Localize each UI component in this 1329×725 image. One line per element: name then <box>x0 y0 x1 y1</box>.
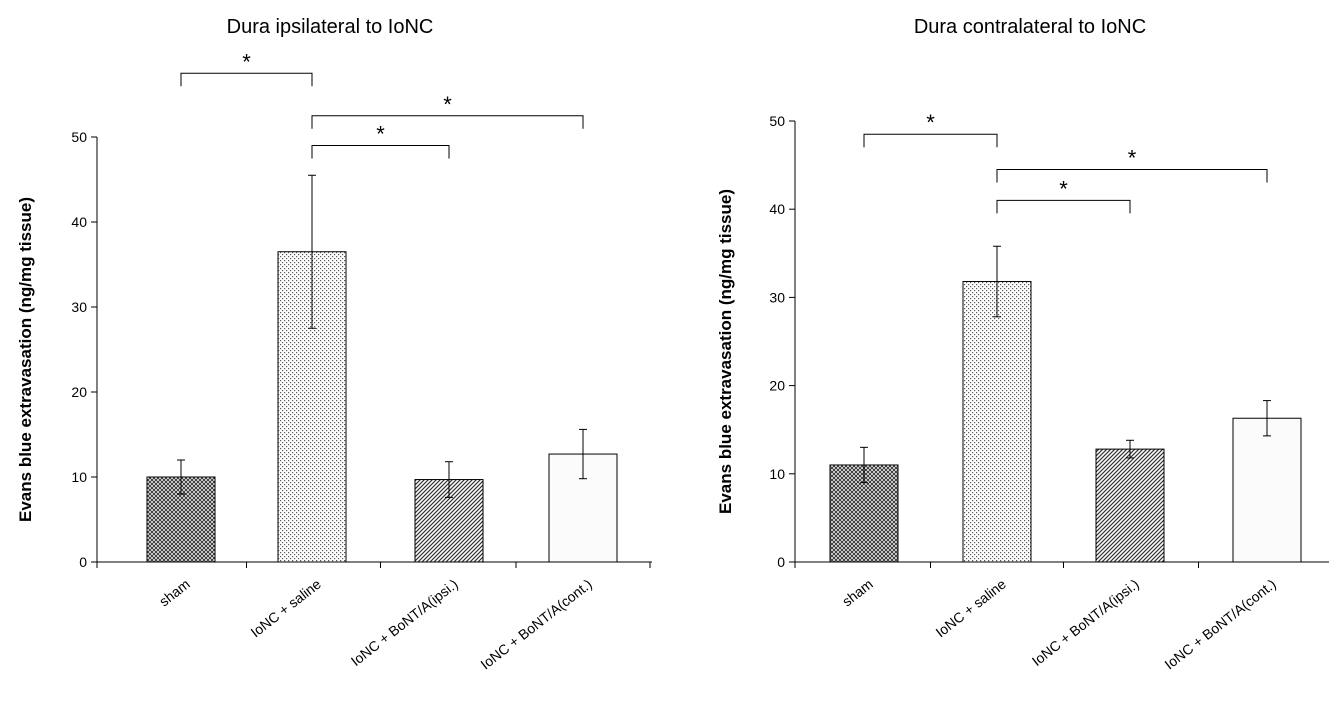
y-tick-label: 0 <box>777 554 785 570</box>
significance-star: * <box>1128 146 1137 171</box>
bar-2 <box>1095 448 1165 563</box>
chart-contralateral: Dura contralateral to IoNC Evans blue ext… <box>716 16 1329 672</box>
error-bar-0 <box>860 446 868 484</box>
error-bar-1 <box>308 174 316 329</box>
chart-ipsilateral: Dura ipsilateral to IoNC Evans blue extra… <box>16 16 652 672</box>
y-tick-label: 20 <box>769 378 785 394</box>
y-tick-label: 0 <box>79 554 87 570</box>
significance-bracket-2: * <box>311 122 450 159</box>
category-label-3: IoNC + BoNT/A(cont.) <box>1161 576 1278 673</box>
significance-bracket-1: * <box>996 146 1268 183</box>
error-bar-2 <box>1126 439 1134 459</box>
significance-star: * <box>926 110 935 135</box>
y-axis-label: Evans blue extravasation (ng/mg tissue) <box>716 189 735 514</box>
significance-bracket-0: * <box>180 49 313 87</box>
significance-bracket-1: * <box>311 92 584 129</box>
category-label-1: IoNC + saline <box>932 576 1009 641</box>
y-tick-label: 10 <box>71 469 87 485</box>
significance-bracket-0: * <box>863 110 998 148</box>
category-label-1: IoNC + saline <box>247 576 324 641</box>
significance-star: * <box>376 122 385 147</box>
bar-1 <box>962 281 1032 563</box>
category-label-3: IoNC + BoNT/A(cont.) <box>477 576 594 673</box>
bar-3 <box>1232 417 1302 563</box>
y-tick-label: 40 <box>769 201 785 217</box>
y-tick-label: 10 <box>769 466 785 482</box>
chart-title: Dura contralateral to IoNC <box>914 16 1146 38</box>
significance-star: * <box>242 49 251 74</box>
error-bar-3 <box>579 428 587 480</box>
y-tick-label: 20 <box>71 384 87 400</box>
y-tick-label: 50 <box>71 129 87 145</box>
category-label-2: IoNC + BoNT/A(ipsi.) <box>348 576 461 669</box>
y-tick-label: 50 <box>769 113 785 129</box>
significance-bracket-2: * <box>996 176 1131 214</box>
error-bar-3 <box>1263 400 1271 437</box>
y-tick-label: 30 <box>769 289 785 305</box>
error-bar-0 <box>177 459 185 495</box>
y-tick-label: 30 <box>71 299 87 315</box>
category-label-0: sham <box>156 576 193 610</box>
category-label-0: sham <box>839 576 876 610</box>
error-bar-2 <box>445 461 453 498</box>
y-tick-label: 40 <box>71 214 87 230</box>
significance-star: * <box>443 92 452 117</box>
y-axis-label: Evans blue extravasation (ng/mg tissue) <box>16 197 35 522</box>
error-bar-1 <box>993 245 1001 318</box>
significance-star: * <box>1059 176 1068 201</box>
category-label-2: IoNC + BoNT/A(ipsi.) <box>1029 576 1142 669</box>
chart-title: Dura ipsilateral to IoNC <box>227 16 434 38</box>
